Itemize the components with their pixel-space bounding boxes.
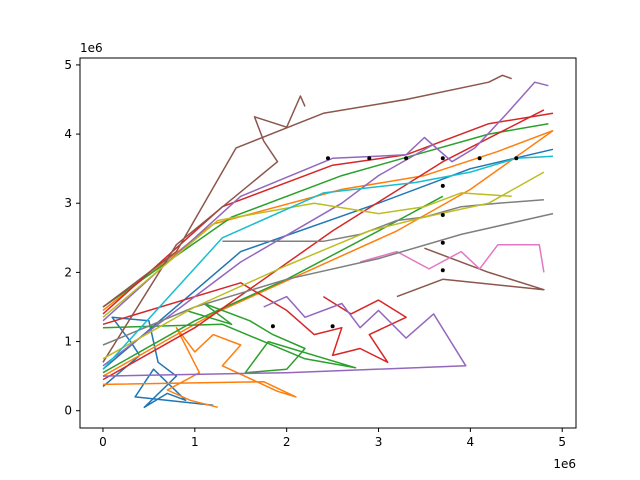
y-tick-label: 5: [64, 58, 72, 72]
y-axis-ticks: 0 1 2 3 4 5: [64, 58, 80, 418]
y-tick-label: 2: [64, 265, 72, 279]
series-line-1: [102, 148, 554, 370]
x-tick-label: 0: [99, 435, 107, 449]
point-marker-11: [440, 268, 445, 273]
point-marker-6: [477, 156, 482, 161]
y-offset-label: 1e6: [80, 41, 103, 55]
series-line-17: [359, 243, 545, 273]
series-line-13: [102, 143, 434, 367]
plot-frame: [79, 57, 577, 429]
series-line-15: [102, 95, 306, 363]
series-line-18: [102, 212, 554, 346]
point-marker-7: [514, 156, 519, 161]
x-tick-label: 2: [283, 435, 291, 449]
y-tick-label: 3: [64, 196, 72, 210]
y-tick-label: 0: [64, 404, 72, 418]
y-tick-label: 4: [64, 127, 72, 141]
y-tick-label: 1: [64, 335, 72, 349]
x-offset-label: 1e6: [553, 457, 576, 471]
series-line-10: [102, 282, 407, 364]
series-line-21: [102, 192, 512, 318]
series-line-12: [102, 81, 549, 322]
point-marker-2: [326, 156, 330, 161]
point-marker-1: [330, 324, 335, 329]
point-marker-10: [440, 240, 445, 245]
series-line-8: [102, 109, 545, 381]
series-line-11: [102, 295, 467, 377]
series-line-20: [102, 171, 545, 360]
series-line-16: [396, 247, 545, 298]
point-marker-5: [440, 156, 445, 161]
point-marker-8: [440, 183, 445, 188]
point-marker-3: [367, 156, 372, 161]
x-axis-ticks: 0 1 2 3 4 5: [99, 428, 566, 449]
x-tick-label: 5: [558, 435, 566, 449]
point-marker-9: [440, 213, 445, 217]
series-line-2: [102, 326, 297, 409]
series-line-3: [102, 129, 554, 377]
series-line-14: [102, 74, 512, 308]
marker-layer: [270, 156, 519, 329]
x-tick-label: 1: [191, 435, 199, 449]
point-marker-4: [404, 156, 409, 161]
point-marker-0: [270, 324, 275, 329]
series-line-0: [102, 316, 214, 409]
series-line-19: [222, 199, 544, 243]
x-tick-label: 3: [375, 435, 383, 449]
x-tick-label: 4: [467, 435, 475, 449]
